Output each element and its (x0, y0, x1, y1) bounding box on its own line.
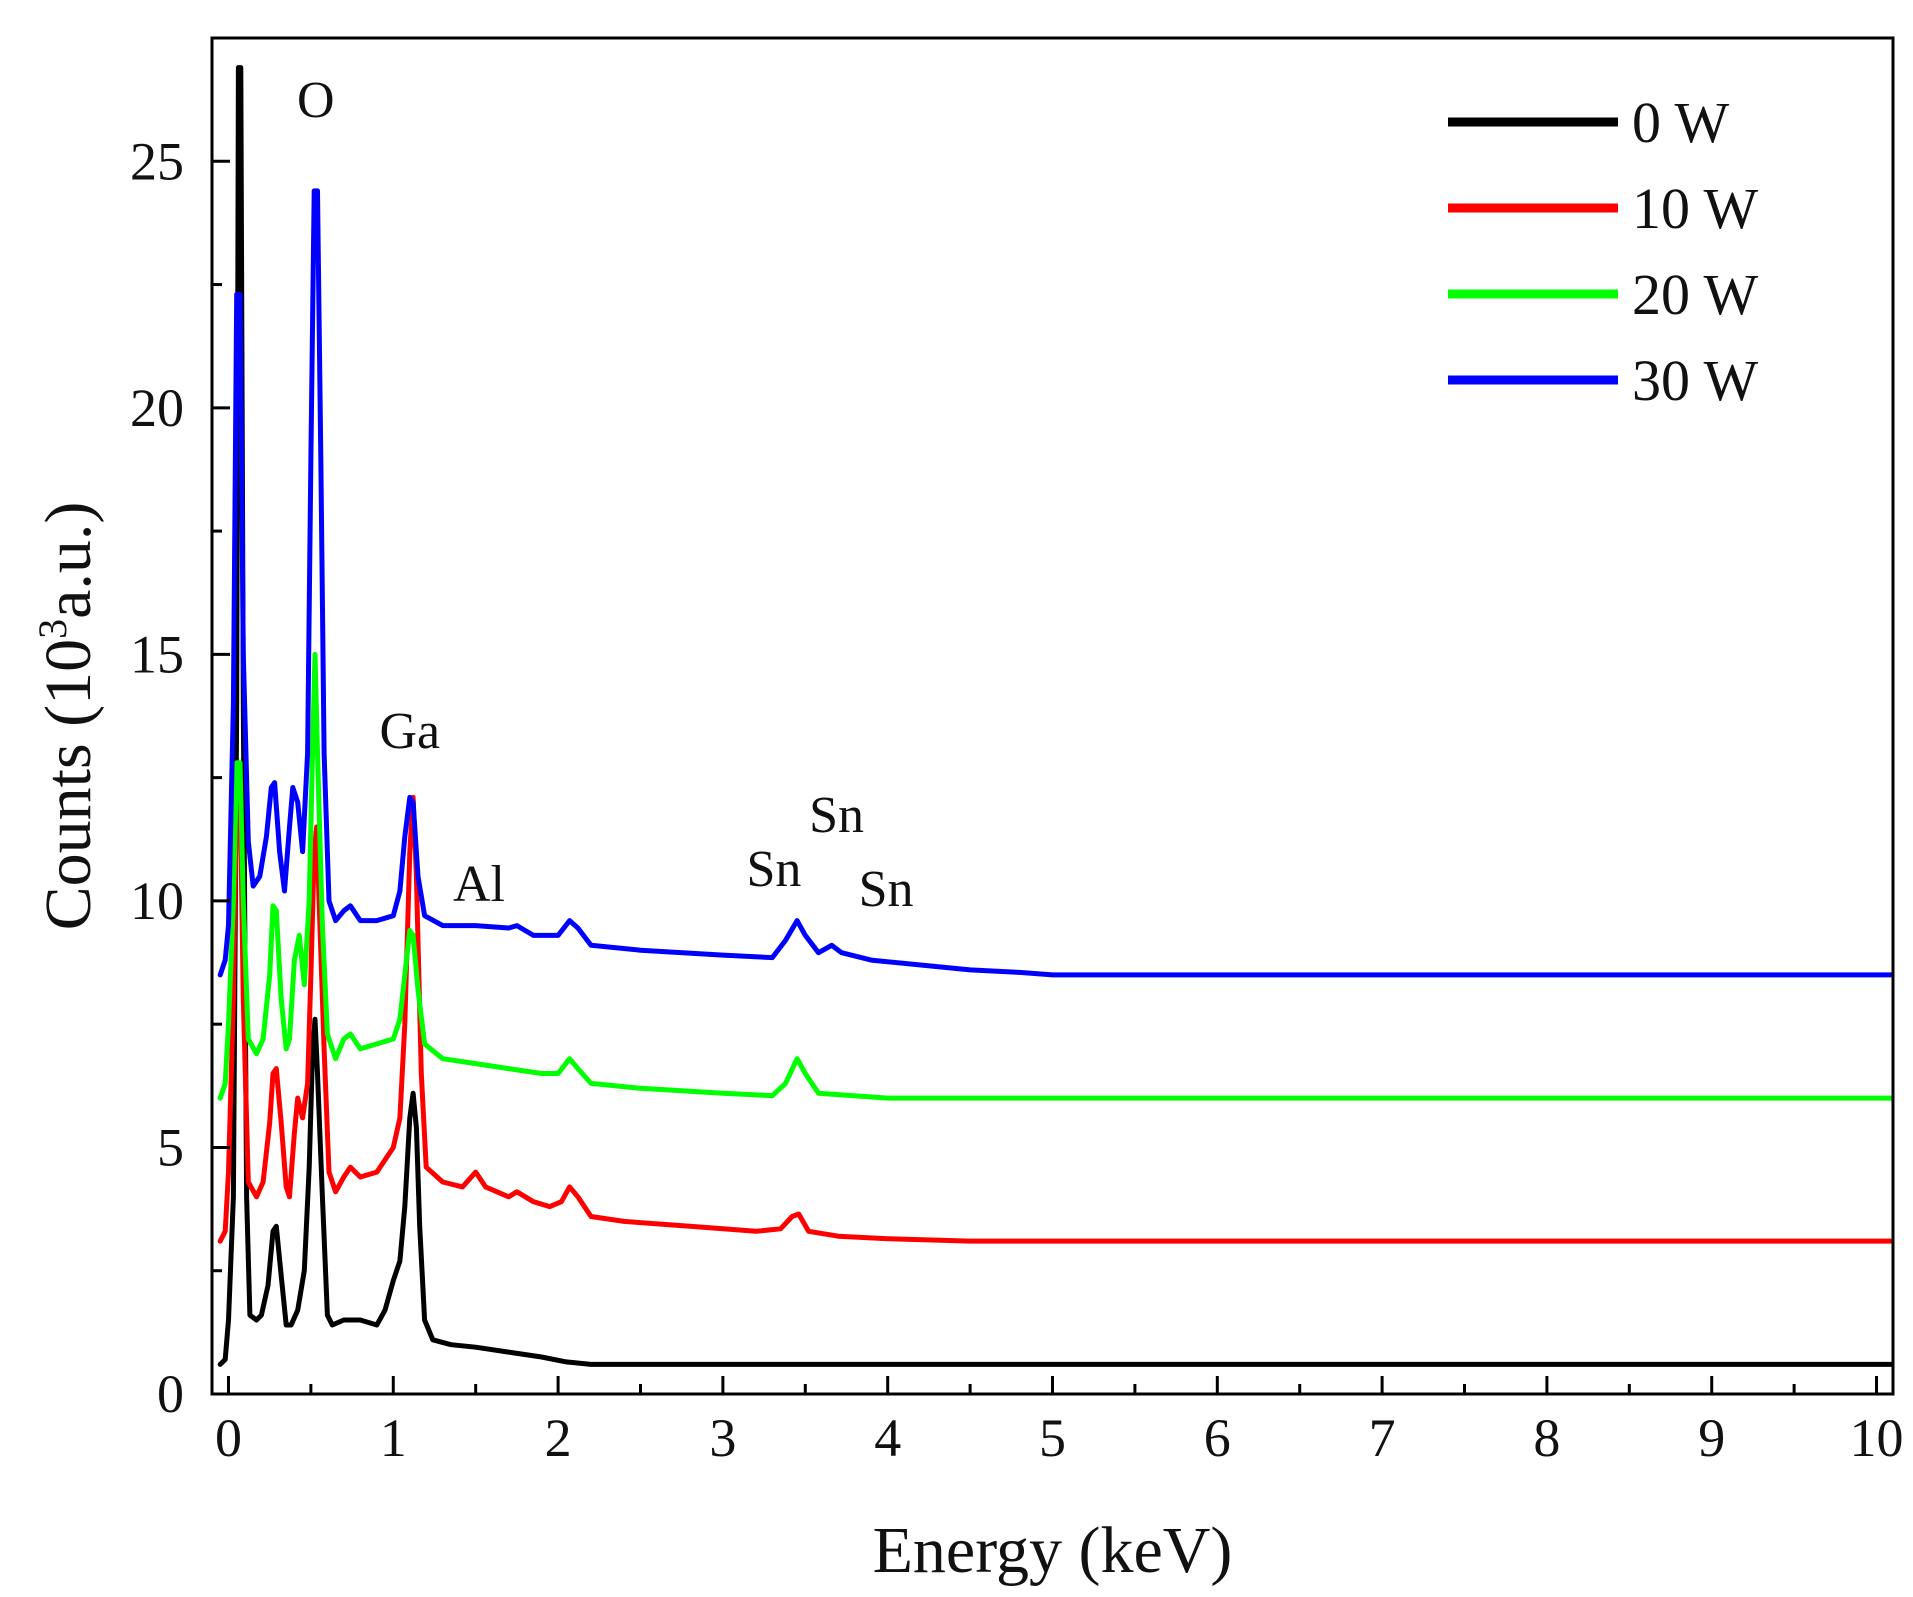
x-tick-label: 8 (1533, 1408, 1560, 1468)
y-tick-label: 10 (130, 871, 184, 931)
x-tick-label: 3 (709, 1408, 736, 1468)
legend: 0 W 10 W 20 W 30 W (1448, 90, 1758, 413)
y-tick-label: 25 (130, 131, 184, 191)
tick-labels: 0 1 2 3 4 5 6 7 8 9 10 0 5 10 15 20 25 (130, 131, 1904, 1468)
peak-label: Al (453, 856, 505, 913)
plot-frame (210, 36, 1895, 1396)
peak-label: Ga (379, 703, 440, 760)
axis-ticks (212, 36, 1879, 1396)
y-tick-label: 20 (130, 378, 184, 438)
y-tick-label: 15 (130, 624, 184, 684)
x-tick-label: 4 (874, 1408, 901, 1468)
y-axis-title-superscript: 3 (30, 619, 75, 639)
plot-border (210, 36, 1895, 1396)
legend-label: 10 W (1632, 176, 1758, 241)
x-tick-label: 10 (1850, 1408, 1904, 1468)
y-tick-label: 5 (157, 1117, 184, 1177)
peak-label: Sn (859, 861, 914, 918)
series-line-10w (217, 775, 1893, 1244)
y-axis-title: Counts (103a.u.) (30, 502, 105, 931)
peak-label: Sn (747, 841, 802, 898)
peak-label: O (297, 72, 335, 129)
x-axis-title: Energy (keV) (873, 1514, 1233, 1587)
series-layer (217, 65, 1893, 1367)
peak-label: Sn (809, 787, 864, 844)
y-axis-title-suffix: a.u.) (32, 502, 105, 619)
legend-label: 20 W (1632, 262, 1758, 327)
x-tick-label: 0 (215, 1408, 242, 1468)
series-line-0w (217, 65, 1893, 1367)
x-tick-label: 6 (1204, 1408, 1231, 1468)
x-tick-label: 9 (1698, 1408, 1725, 1468)
y-axis-title-prefix: Counts (10 (32, 639, 105, 931)
x-tick-label: 1 (380, 1408, 407, 1468)
x-tick-label: 2 (545, 1408, 572, 1468)
series-line-20w (217, 651, 1893, 1101)
x-tick-label: 5 (1039, 1408, 1066, 1468)
legend-label: 30 W (1632, 348, 1758, 413)
y-tick-label: 0 (157, 1364, 184, 1424)
series-line-30w (217, 188, 1893, 978)
legend-label: 0 W (1632, 90, 1729, 155)
x-tick-label: 7 (1369, 1408, 1396, 1468)
